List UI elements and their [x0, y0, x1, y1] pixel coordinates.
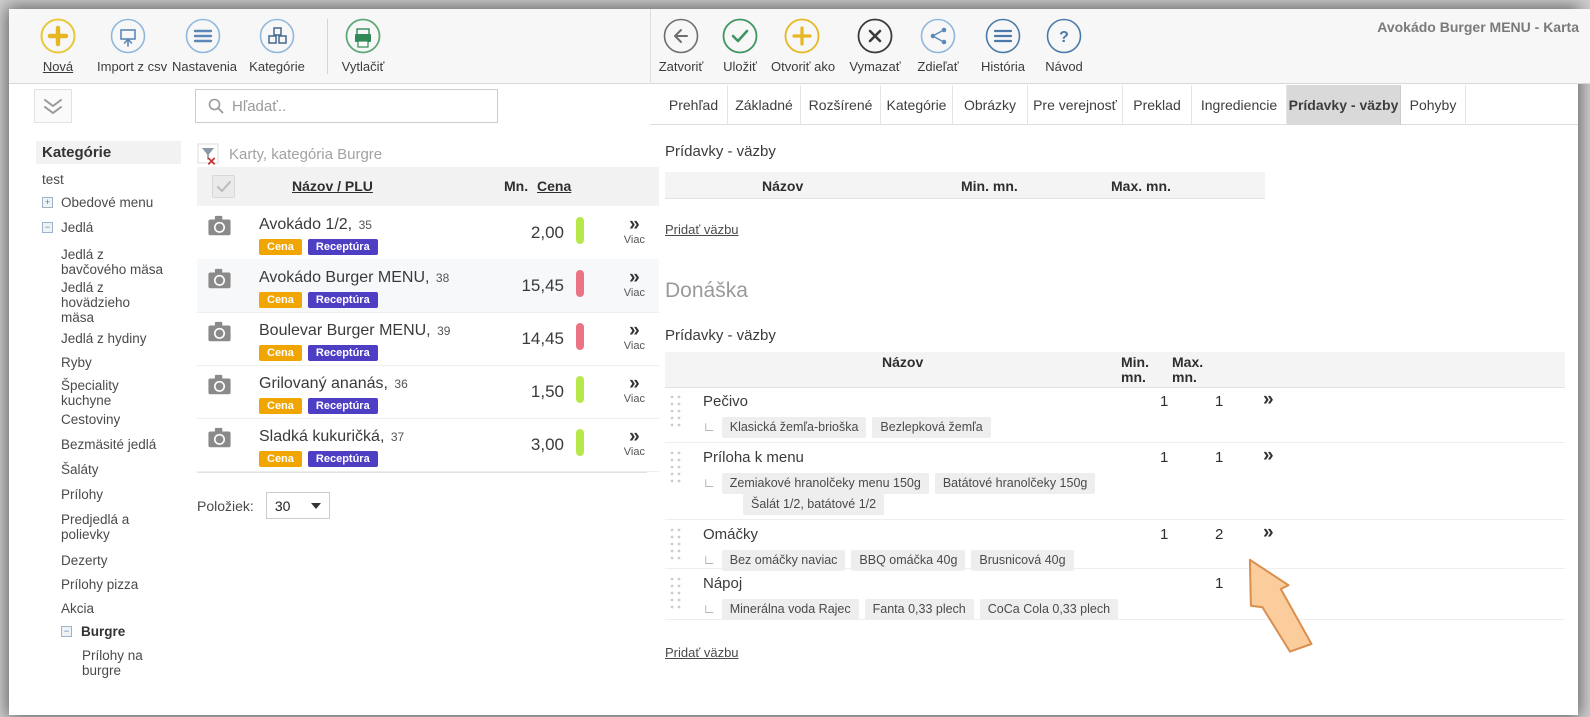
svg-text:?: ? — [1059, 29, 1069, 46]
